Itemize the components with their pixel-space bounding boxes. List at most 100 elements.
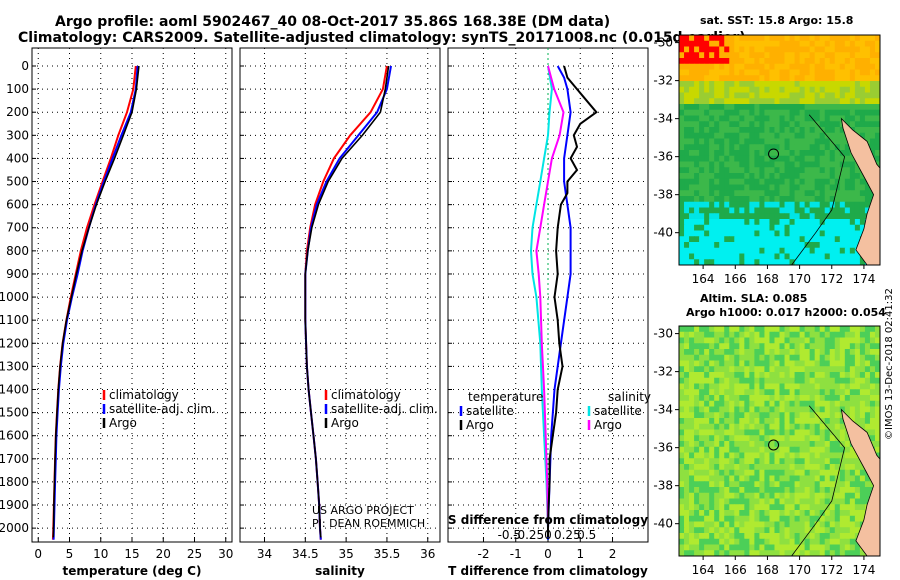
y-tick-label: 1000 <box>0 290 29 304</box>
y-tick-label: 1600 <box>0 429 29 443</box>
legend-label: Argo <box>331 416 359 430</box>
y-tick-label: 1800 <box>0 475 29 489</box>
x2-tick-label: -0.5 <box>498 528 521 542</box>
argo-location-marker <box>768 148 780 160</box>
x-axis-label: salinity <box>315 564 365 578</box>
x-tick-label: 1 <box>576 547 584 561</box>
y-tick-label: 0 <box>21 59 29 73</box>
legend-title-salinity: salinity <box>608 390 651 404</box>
map-x-tick-label: 170 <box>788 272 811 286</box>
x2-tick-label: 0.5 <box>577 528 596 542</box>
y-tick-label: 100 <box>6 82 29 96</box>
sla-map-subtitle: Argo h1000: 0.017 h2000: 0.054 <box>686 306 886 319</box>
map-x-tick-label: 166 <box>724 272 747 286</box>
map-y-tick-label: -36 <box>653 441 673 455</box>
map-sst-map <box>679 35 881 266</box>
x-axis-label: T difference from climatology <box>448 564 648 578</box>
map-y-tick-label: -32 <box>653 365 673 379</box>
map-y-tick-label: -34 <box>653 403 673 417</box>
x-tick-label: -1 <box>510 547 522 561</box>
x2-tick-label: 0 <box>544 528 552 542</box>
x-tick-label: 35.5 <box>374 547 401 561</box>
x2-tick-label: 0.25 <box>554 528 581 542</box>
bathymetry-contour <box>791 114 846 266</box>
x-tick-label: 15 <box>124 547 139 561</box>
y-tick-label: 1700 <box>0 452 29 466</box>
series-line-satellite-adj-clim- <box>52 65 139 540</box>
map-x-tick-label: 172 <box>820 563 843 577</box>
series-line-argo <box>52 65 140 538</box>
x-tick-label: -2 <box>477 547 489 561</box>
y-tick-label: 1100 <box>0 313 29 327</box>
y-tick-label: 1200 <box>0 336 29 350</box>
x-tick-label: 34.5 <box>292 547 319 561</box>
x-tick-label: 30 <box>218 547 233 561</box>
legend-label: Argo <box>466 418 494 432</box>
y-tick-label: 400 <box>6 151 29 165</box>
series-line-t-argo <box>547 65 598 538</box>
map-y-tick-label: -38 <box>653 479 673 493</box>
map-x-tick-label: 166 <box>724 563 747 577</box>
map-y-tick-label: -38 <box>653 188 673 202</box>
y-tick-label: 300 <box>6 128 29 142</box>
legend-label: climatology <box>331 388 401 402</box>
map-x-tick-label: 168 <box>756 563 779 577</box>
y-tick-label: 500 <box>6 175 29 189</box>
title-line-2: Climatology: CARS2009. Satellite-adjuste… <box>18 30 746 46</box>
map-x-tick-label: 174 <box>852 563 875 577</box>
annotation-pi: PI: DEAN ROEMMICH <box>312 517 425 530</box>
land-mass <box>840 117 881 266</box>
sla-map-title: Altim. SLA: 0.085 <box>700 292 808 305</box>
x-tick-label: 25 <box>187 547 202 561</box>
legend-label: satellite-adj. clim. <box>331 402 438 416</box>
series-line-s-argo <box>535 65 565 538</box>
map-x-tick-label: 164 <box>692 563 715 577</box>
argo-location-marker <box>768 439 780 451</box>
x-tick-label: 2 <box>609 547 617 561</box>
annotation-project: US ARGO PROJECT <box>312 504 414 517</box>
map-frame <box>678 34 881 266</box>
y-tick-label: 2000 <box>0 521 29 535</box>
series-line-s-satellite <box>529 65 553 540</box>
map-y-tick-label: -34 <box>653 112 673 126</box>
legend-label: satellite <box>594 404 642 418</box>
land-mass <box>840 408 881 557</box>
map-y-tick-label: -30 <box>653 36 673 50</box>
title-line-1: Argo profile: aoml 5902467_40 08-Oct-201… <box>55 14 611 30</box>
x-tick-label: 36 <box>420 547 435 561</box>
legend-label: Argo <box>109 416 137 430</box>
map-y-tick-label: -30 <box>653 327 673 341</box>
legend-label: Argo <box>594 418 622 432</box>
map-sla-map <box>679 326 881 557</box>
map-y-tick-label: -36 <box>653 150 673 164</box>
map-y-tick-label: -40 <box>653 517 673 531</box>
bathymetry-contour <box>791 405 846 557</box>
x-tick-label: 34 <box>257 547 272 561</box>
y-tick-label: 1300 <box>0 359 29 373</box>
x-tick-label: 10 <box>93 547 108 561</box>
x-tick-label: 0 <box>34 547 42 561</box>
x-tick-label: 5 <box>66 547 74 561</box>
y-tick-label: 700 <box>6 221 29 235</box>
x2-axis-label: S difference from climatology <box>448 513 648 527</box>
y-tick-label: 600 <box>6 198 29 212</box>
map-y-tick-label: -32 <box>653 74 673 88</box>
panel-frame-salinity <box>239 47 441 543</box>
y-tick-label: 1900 <box>0 498 29 512</box>
map-x-tick-label: 164 <box>692 272 715 286</box>
map-x-tick-label: 172 <box>820 272 843 286</box>
x-tick-label: 20 <box>156 547 171 561</box>
map-x-tick-label: 174 <box>852 272 875 286</box>
y-tick-label: 800 <box>6 244 29 258</box>
map-x-tick-label: 170 <box>788 563 811 577</box>
x-axis-label: temperature (deg C) <box>63 564 202 578</box>
panel-frame-temperature <box>31 47 233 543</box>
legend-title-temperature: temperature <box>468 390 543 404</box>
map-frame <box>678 325 881 557</box>
y-tick-label: 900 <box>6 267 29 281</box>
map-y-tick-label: -40 <box>653 226 673 240</box>
x-tick-label: 35 <box>338 547 353 561</box>
map-x-tick-label: 168 <box>756 272 779 286</box>
y-tick-label: 1500 <box>0 406 29 420</box>
